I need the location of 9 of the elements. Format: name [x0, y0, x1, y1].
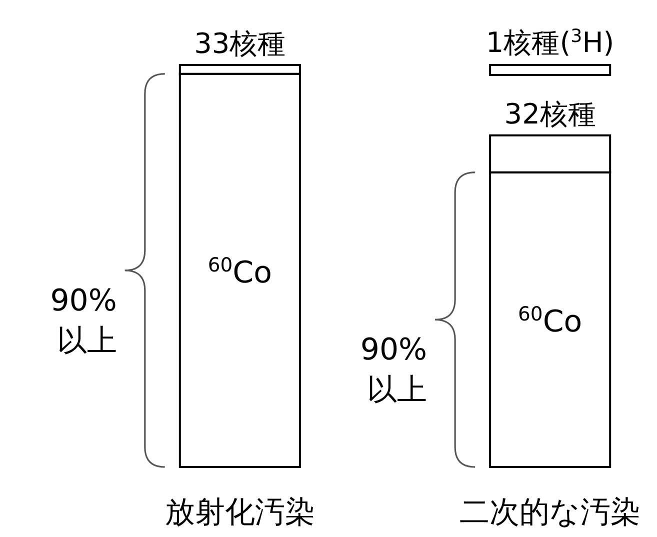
annotation: 90%以上	[360, 332, 428, 408]
x-tick-label: 放射化汚染	[164, 495, 315, 530]
annotation: 90%以上	[50, 283, 117, 358]
text: 1核種($^{3}$H)	[486, 26, 614, 59]
text: $^{60}$Co	[518, 302, 582, 340]
x-tick-label: 二次的な汚染	[460, 495, 641, 530]
series-label: $^{60}$Co	[208, 252, 272, 290]
annotation: 32核種	[504, 97, 596, 130]
annotation: 33核種	[194, 27, 286, 60]
